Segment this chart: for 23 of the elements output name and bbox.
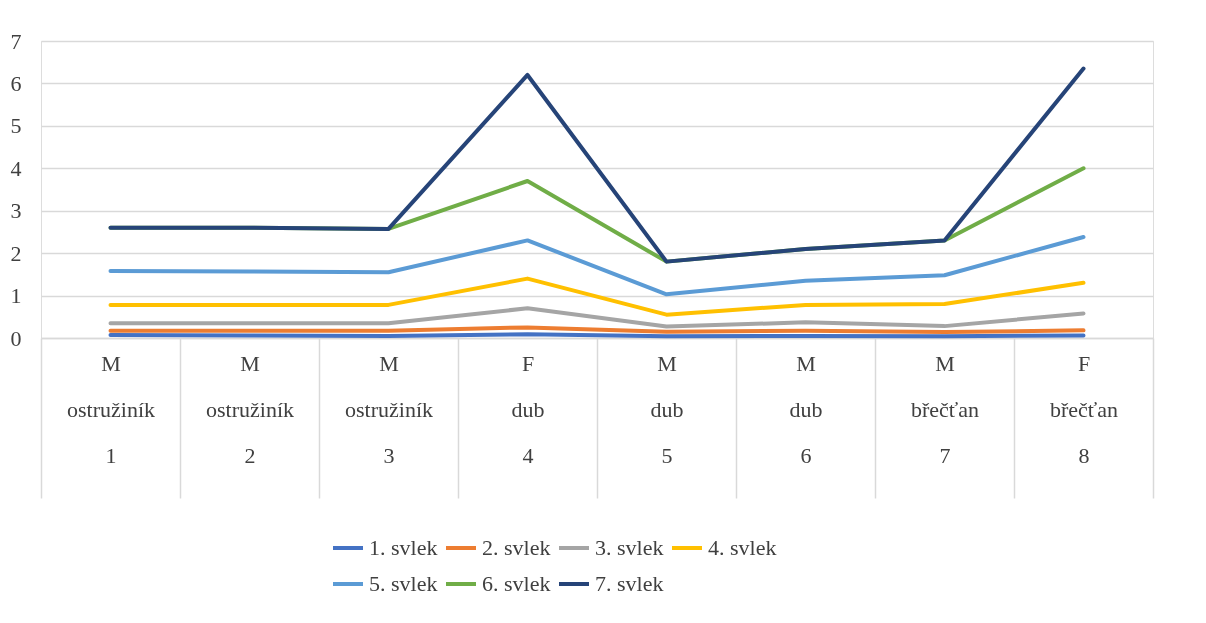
x-tick-label: M ostružiník 1: [67, 350, 155, 468]
y-tick-label: 7: [10, 28, 22, 54]
x-tick-label: M dub 5: [650, 350, 684, 468]
legend-label: 5. svlek: [369, 571, 438, 596]
y-tick-label: 2: [10, 240, 22, 266]
x-tick-label: F břečťan 8: [1049, 350, 1119, 468]
y-tick-label: 6: [10, 70, 22, 96]
y-tick-label: 5: [10, 113, 22, 139]
x-tick-label: M ostružiník 3: [345, 350, 433, 468]
y-tick-label: 0: [10, 325, 22, 351]
legend-label: 7. svlek: [595, 571, 664, 596]
x-tick-label: M dub 6: [789, 350, 823, 468]
y-tick-label: 3: [10, 198, 22, 224]
x-tick-label: F dub 4: [511, 350, 545, 468]
legend-label: 2. svlek: [482, 535, 551, 560]
y-tick-label: 4: [10, 155, 22, 181]
legend-label: 1. svlek: [369, 535, 438, 560]
x-tick-label: M ostružiník 2: [206, 350, 294, 468]
y-tick-label: 1: [10, 283, 22, 309]
x-tick-label: M břečťan 7: [910, 350, 980, 468]
legend-label: 6. svlek: [482, 571, 551, 596]
legend-label: 4. svlek: [708, 535, 777, 560]
legend-label: 3. svlek: [595, 535, 664, 560]
